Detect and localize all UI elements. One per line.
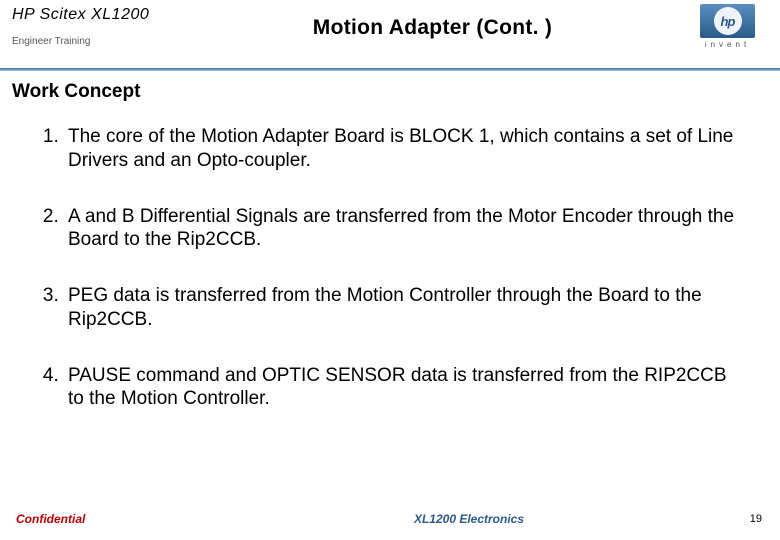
- hp-invent-label: invent: [705, 40, 750, 49]
- footer-page-number: 19: [702, 513, 762, 525]
- concept-list: The core of the Motion Adapter Board is …: [36, 125, 744, 411]
- list-item: The core of the Motion Adapter Board is …: [64, 125, 744, 173]
- brand-subtitle: Engineer Training: [12, 36, 180, 47]
- slide-footer: Confidential XL1200 Electronics 19: [0, 512, 780, 526]
- header-divider: [0, 68, 780, 71]
- slide-header: HP Scitex XL1200 Engineer Training Motio…: [0, 0, 780, 68]
- list-item: PEG data is transferred from the Motion …: [64, 284, 744, 332]
- brand-text: HP Scitex XL1200: [12, 6, 180, 24]
- brand-block: HP Scitex XL1200 Engineer Training: [0, 0, 180, 47]
- section-title: Work Concept: [12, 81, 780, 103]
- list-item: A and B Differential Signals are transfe…: [64, 205, 744, 253]
- slide-title: Motion Adapter (Cont. ): [180, 16, 685, 40]
- list-item: PAUSE command and OPTIC SENSOR data is t…: [64, 364, 744, 412]
- footer-topic: XL1200 Electronics: [236, 512, 702, 526]
- content-area: The core of the Motion Adapter Board is …: [0, 103, 780, 411]
- hp-badge-icon: hp: [700, 4, 755, 38]
- hp-circle-icon: hp: [714, 7, 742, 35]
- hp-logo: hp invent: [685, 0, 780, 49]
- footer-confidential: Confidential: [16, 512, 236, 526]
